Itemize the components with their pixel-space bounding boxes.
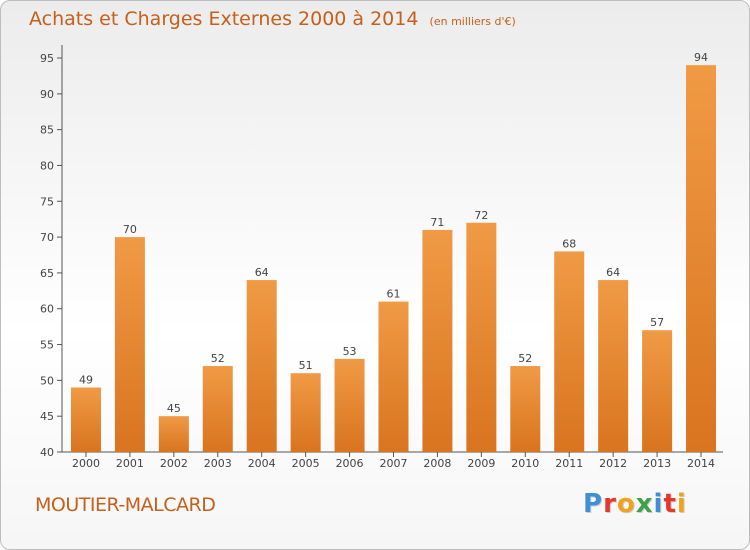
logo-letter: o <box>616 489 636 519</box>
x-tick-label: 2011 <box>555 457 583 470</box>
logo-letter: P <box>583 489 604 519</box>
x-tick-label: 2001 <box>116 457 144 470</box>
logo-letter: r <box>603 489 617 519</box>
bar-value-label: 70 <box>123 223 137 236</box>
chart-subtitle: (en milliers d'€) <box>429 15 516 28</box>
title-row: Achats et Charges Externes 2000 à 2014 (… <box>29 8 516 30</box>
x-tick-label: 2008 <box>423 457 451 470</box>
y-tick-label: 80 <box>40 159 54 172</box>
bar-value-label: 64 <box>606 266 620 279</box>
y-tick-label: 70 <box>40 231 54 244</box>
x-tick-label: 2003 <box>204 457 232 470</box>
x-tick-label: 2002 <box>160 457 188 470</box>
bar-value-label: 45 <box>167 402 181 415</box>
bar <box>686 65 717 452</box>
bar <box>378 301 409 452</box>
logo-letter: t <box>663 489 677 519</box>
bar <box>158 416 189 452</box>
bar-value-label: 68 <box>562 237 576 250</box>
y-tick-label: 75 <box>40 195 54 208</box>
bar-value-label: 71 <box>430 216 444 229</box>
bar <box>642 330 673 452</box>
chart-title: Achats et Charges Externes 2000 à 2014 <box>29 8 419 30</box>
bar-value-label: 53 <box>343 345 357 358</box>
bar <box>114 237 145 452</box>
bar-value-label: 57 <box>650 316 664 329</box>
logo-letter: i <box>676 489 687 519</box>
bar <box>246 280 277 452</box>
y-tick-label: 45 <box>40 410 54 423</box>
x-tick-label: 2004 <box>248 457 276 470</box>
bar-value-label: 94 <box>694 51 708 64</box>
bar-value-label: 52 <box>211 352 225 365</box>
bar <box>202 366 233 452</box>
bar <box>290 373 321 452</box>
bars: 49 70 45 52 64 51 53 61 71 72 52 68 64 57 94 <box>70 51 717 452</box>
y-tick-label: 55 <box>40 339 54 352</box>
bar <box>422 229 453 452</box>
x-tick-label: 2000 <box>72 457 100 470</box>
bar-value-label: 49 <box>79 374 93 387</box>
bar-value-label: 61 <box>387 288 401 301</box>
y-tick-label: 90 <box>40 88 54 101</box>
bar-value-label: 52 <box>518 352 532 365</box>
bar <box>510 366 541 452</box>
x-tick-label: 2014 <box>687 457 715 470</box>
y-tick-label: 65 <box>40 267 54 280</box>
logo-letter: i <box>653 489 664 519</box>
y-tick-label: 85 <box>40 124 54 137</box>
bar-value-label: 72 <box>474 209 488 222</box>
x-tick-label: 2013 <box>643 457 671 470</box>
bar <box>466 222 497 452</box>
x-tick-label: 2007 <box>380 457 408 470</box>
y-tick-label: 60 <box>40 303 54 316</box>
y-tick-label: 95 <box>40 52 54 65</box>
commune-name: MOUTIER-MALCARD <box>35 494 216 516</box>
x-tick-label: 2012 <box>599 457 627 470</box>
bar <box>554 251 585 452</box>
x-tick-label: 2006 <box>336 457 364 470</box>
bar <box>598 280 629 452</box>
bar <box>334 358 365 452</box>
proxiti-logo[interactable]: Proxiti <box>583 489 687 519</box>
bar-value-label: 51 <box>299 359 313 372</box>
y-tick-label: 50 <box>40 374 54 387</box>
x-tick-label: 2010 <box>511 457 539 470</box>
bar <box>70 387 101 452</box>
logo-letter: x <box>635 489 654 519</box>
bar-value-label: 64 <box>255 266 269 279</box>
x-tick-label: 2005 <box>292 457 320 470</box>
x-tick-label: 2009 <box>467 457 495 470</box>
y-tick-label: 40 <box>40 446 54 459</box>
